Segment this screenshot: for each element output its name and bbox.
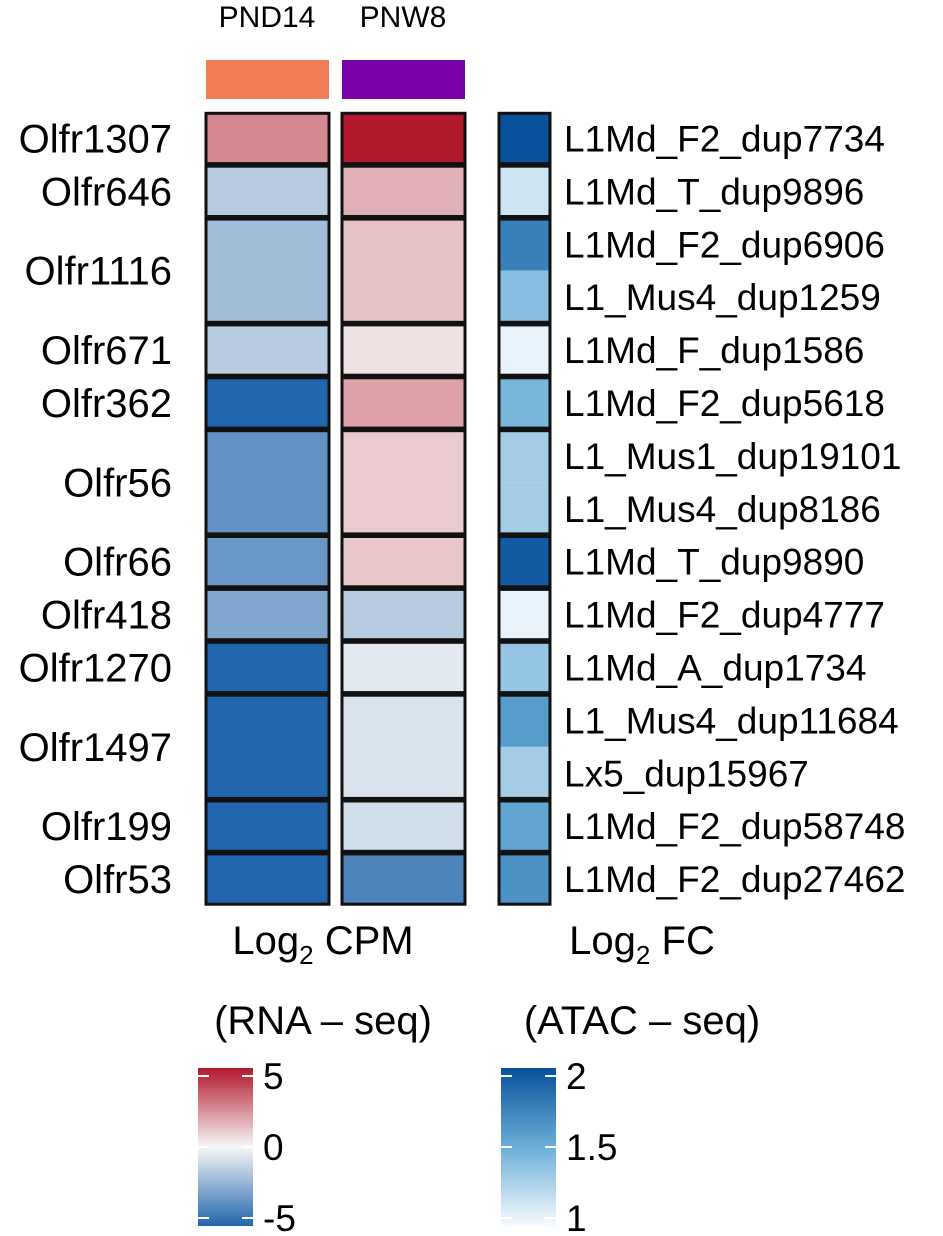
- rna-cell-olfr362-pnw8: [340, 376, 467, 430]
- rna-cell-olfr1307-pnw8: [340, 111, 467, 166]
- rna-legend-tick-label: 5: [263, 1056, 284, 1097]
- element-label-l1_mus4_dup8186: L1_Mus4_dup8186: [564, 489, 881, 530]
- rna-cell-olfr1116-pnw8: [340, 217, 467, 324]
- gene-label-olfr1497: Olfr1497: [19, 726, 172, 770]
- element-labels: L1Md_F2_dup7734 L1Md_T_dup9896 L1Md_F2_dup…: [564, 118, 906, 900]
- gene-label-olfr1270: Olfr1270: [19, 646, 172, 690]
- atac-cell-border-olfr66: [497, 535, 552, 589]
- rna-cell-olfr199-pnd14: [204, 799, 331, 853]
- rna-cell-olfr53-pnd14: [204, 852, 331, 906]
- atac-cell-l1md_f2_dup7734: [499, 113, 550, 164]
- rna-heatmap: [204, 111, 467, 906]
- rna-cell-olfr1307-pnd14: [204, 111, 331, 166]
- atac-cell-l1_mus4_dup8186: [499, 482, 550, 534]
- rna-cell-olfr56-pnw8: [340, 429, 467, 536]
- rna-cell-olfr646-pnd14: [204, 164, 331, 218]
- rna-axis-label: Log2 CPM: [232, 919, 413, 970]
- element-label-l1_mus4_dup11684: L1_Mus4_dup11684: [564, 700, 899, 741]
- rna-cell-olfr362-pnd14: [204, 376, 331, 430]
- atac-cell-border-olfr418: [497, 587, 552, 642]
- element-label-l1md_f2_dup7734: L1Md_F2_dup7734: [564, 118, 885, 159]
- legend-ticks: 5 0 -5 2 1.5 1: [198, 1056, 617, 1236]
- atac-cell-lx5_dup15967: [499, 746, 550, 799]
- atac-cell-border-olfr1116: [497, 217, 552, 324]
- gene-label-olfr646: Olfr646: [41, 170, 172, 214]
- atac-cell-l1md_t_dup9896: [499, 166, 550, 217]
- atac-cell-border-olfr1497: [497, 693, 552, 800]
- atac-axis-label: Log2 FC: [569, 919, 715, 970]
- element-label-l1md_a_dup1734: L1Md_A_dup1734: [564, 647, 866, 688]
- atac-cell-border-olfr1307: [497, 111, 552, 166]
- atac-cell-l1md_f2_dup6906: [499, 219, 550, 271]
- element-label-l1md_t_dup9890: L1Md_T_dup9890: [564, 542, 864, 583]
- column-label-pnw8: PNW8: [360, 1, 447, 34]
- rna-cell-olfr56-pnd14: [204, 429, 331, 536]
- atac-cell-border-olfr199: [497, 799, 552, 853]
- atac-cell-border-olfr53: [497, 852, 552, 906]
- gene-label-olfr56: Olfr56: [63, 461, 172, 505]
- atac-cell-l1md_f2_dup58748: [499, 801, 550, 852]
- rna-cell-olfr671-pnw8: [340, 323, 467, 377]
- element-label-l1md_t_dup9896: L1Md_T_dup9896: [564, 171, 864, 212]
- gene-label-olfr53: Olfr53: [63, 858, 172, 902]
- element-label-l1md_f2_dup27462: L1Md_F2_dup27462: [564, 859, 906, 900]
- gene-label-olfr1116: Olfr1116: [25, 250, 172, 294]
- atac-cell-border-olfr646: [497, 164, 552, 218]
- atac-cell-border-olfr1270: [497, 640, 552, 695]
- gene-label-olfr66: Olfr66: [63, 541, 172, 585]
- element-label-l1md_f2_dup58748: L1Md_F2_dup58748: [564, 806, 906, 847]
- gene-label-olfr362: Olfr362: [41, 382, 172, 426]
- atac-cell-l1md_f2_dup4777: [499, 589, 550, 640]
- gene-labels: Olfr1307 Olfr646 Olfr1116 Olfr671 Olfr362 Olf…: [19, 117, 172, 902]
- atac-legend-title: (ATAC – seq): [524, 999, 760, 1043]
- atac-legend-tick-label: 1: [566, 1198, 587, 1236]
- rna-cell-olfr1116-pnd14: [204, 217, 331, 324]
- atac-cell-l1md_t_dup9890: [499, 536, 550, 587]
- column-label-pnd14: PND14: [219, 1, 316, 34]
- element-label-l1md_f2_dup6906: L1Md_F2_dup6906: [564, 224, 885, 265]
- element-label-l1md_f2_dup4777: L1Md_F2_dup4777: [564, 595, 885, 636]
- element-label-l1_mus4_dup1259: L1_Mus4_dup1259: [564, 277, 881, 318]
- gene-label-olfr418: Olfr418: [41, 594, 172, 638]
- element-label-lx5_dup15967: Lx5_dup15967: [564, 753, 809, 794]
- rna-cell-olfr199-pnw8: [340, 799, 467, 853]
- column-annotation-pnw8: [342, 60, 465, 99]
- element-label-l1_mus1_dup19101: L1_Mus1_dup19101: [564, 436, 901, 477]
- atac-cell-l1_mus4_dup1259: [499, 270, 550, 323]
- rna-cell-olfr1497-pnd14: [204, 693, 331, 800]
- atac-cell-l1md_a_dup1734: [499, 642, 550, 693]
- rna-legend-tick-label: -5: [263, 1198, 296, 1236]
- element-label-l1md_f2_dup5618: L1Md_F2_dup5618: [564, 383, 885, 424]
- atac-heatmap: [497, 111, 552, 906]
- rna-cell-olfr1270-pnw8: [340, 640, 467, 695]
- rna-legend-title: (RNA – seq): [214, 999, 432, 1043]
- rna-cell-olfr53-pnw8: [340, 852, 467, 906]
- rna-cell-olfr66-pnw8: [340, 535, 467, 589]
- rna-cell-olfr66-pnd14: [204, 535, 331, 589]
- atac-legend-tick-label: 1.5: [566, 1127, 617, 1168]
- atac-cell-l1_mus1_dup19101: [499, 430, 550, 483]
- rna-cell-olfr418-pnd14: [204, 587, 331, 642]
- element-label-l1md_f_dup1586: L1Md_F_dup1586: [564, 330, 864, 371]
- gene-label-olfr1307: Olfr1307: [19, 117, 172, 161]
- rna-cell-olfr1497-pnw8: [340, 693, 467, 800]
- gene-label-olfr199: Olfr199: [41, 805, 172, 849]
- atac-cell-l1md_f2_dup5618: [499, 377, 550, 429]
- atac-cell-l1md_f_dup1586: [499, 324, 550, 376]
- rna-cell-olfr646-pnw8: [340, 164, 467, 218]
- atac-legend-tick-label: 2: [566, 1056, 587, 1097]
- atac-cell-border-olfr362: [497, 376, 552, 430]
- atac-cell-l1md_f2_dup27462: [499, 853, 550, 905]
- rna-cell-olfr671-pnd14: [204, 323, 331, 377]
- atac-cell-border-olfr671: [497, 323, 552, 377]
- atac-cell-border-olfr56: [497, 429, 552, 536]
- gene-label-olfr671: Olfr671: [41, 329, 172, 373]
- rna-cell-olfr418-pnw8: [340, 587, 467, 642]
- rna-cell-olfr1270-pnd14: [204, 640, 331, 695]
- column-annotation-pnd14: [206, 60, 329, 99]
- atac-cell-l1_mus4_dup11684: [499, 695, 550, 747]
- rna-legend-tick-label: 0: [263, 1127, 284, 1168]
